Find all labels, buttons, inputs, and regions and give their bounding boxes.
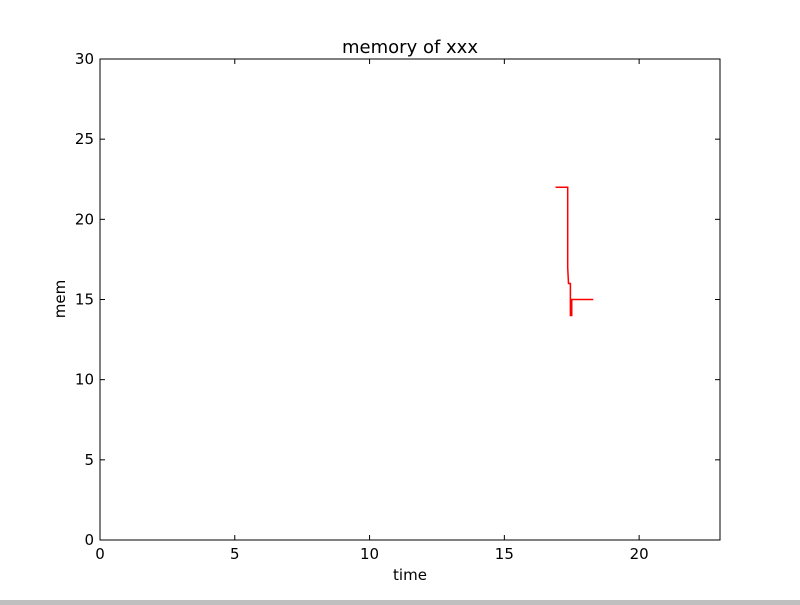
y-tick-label: 10 xyxy=(75,371,94,389)
series-line-0 xyxy=(555,186,594,317)
y-tick-label: 20 xyxy=(75,210,94,228)
y-tick-label: 0 xyxy=(84,531,94,549)
x-tick-label: 10 xyxy=(360,545,379,563)
y-tick-label: 30 xyxy=(75,50,94,68)
y-tick-label: 5 xyxy=(84,451,94,469)
plot-area: 0 5 10 15 20 0 5 10 15 20 25 30 xyxy=(75,50,721,563)
y-tick-label: 25 xyxy=(75,130,94,148)
x-tick-label: 5 xyxy=(230,545,240,563)
chart-title: memory of xxx xyxy=(342,37,478,58)
x-tick-label: 20 xyxy=(630,545,649,563)
y-axis-label: mem xyxy=(51,280,69,318)
y-tick-label: 15 xyxy=(75,291,94,309)
x-tick-label: 15 xyxy=(495,545,514,563)
axes-frame xyxy=(99,58,721,541)
x-axis-label: time xyxy=(393,566,427,584)
x-tick-label: 0 xyxy=(95,545,105,563)
